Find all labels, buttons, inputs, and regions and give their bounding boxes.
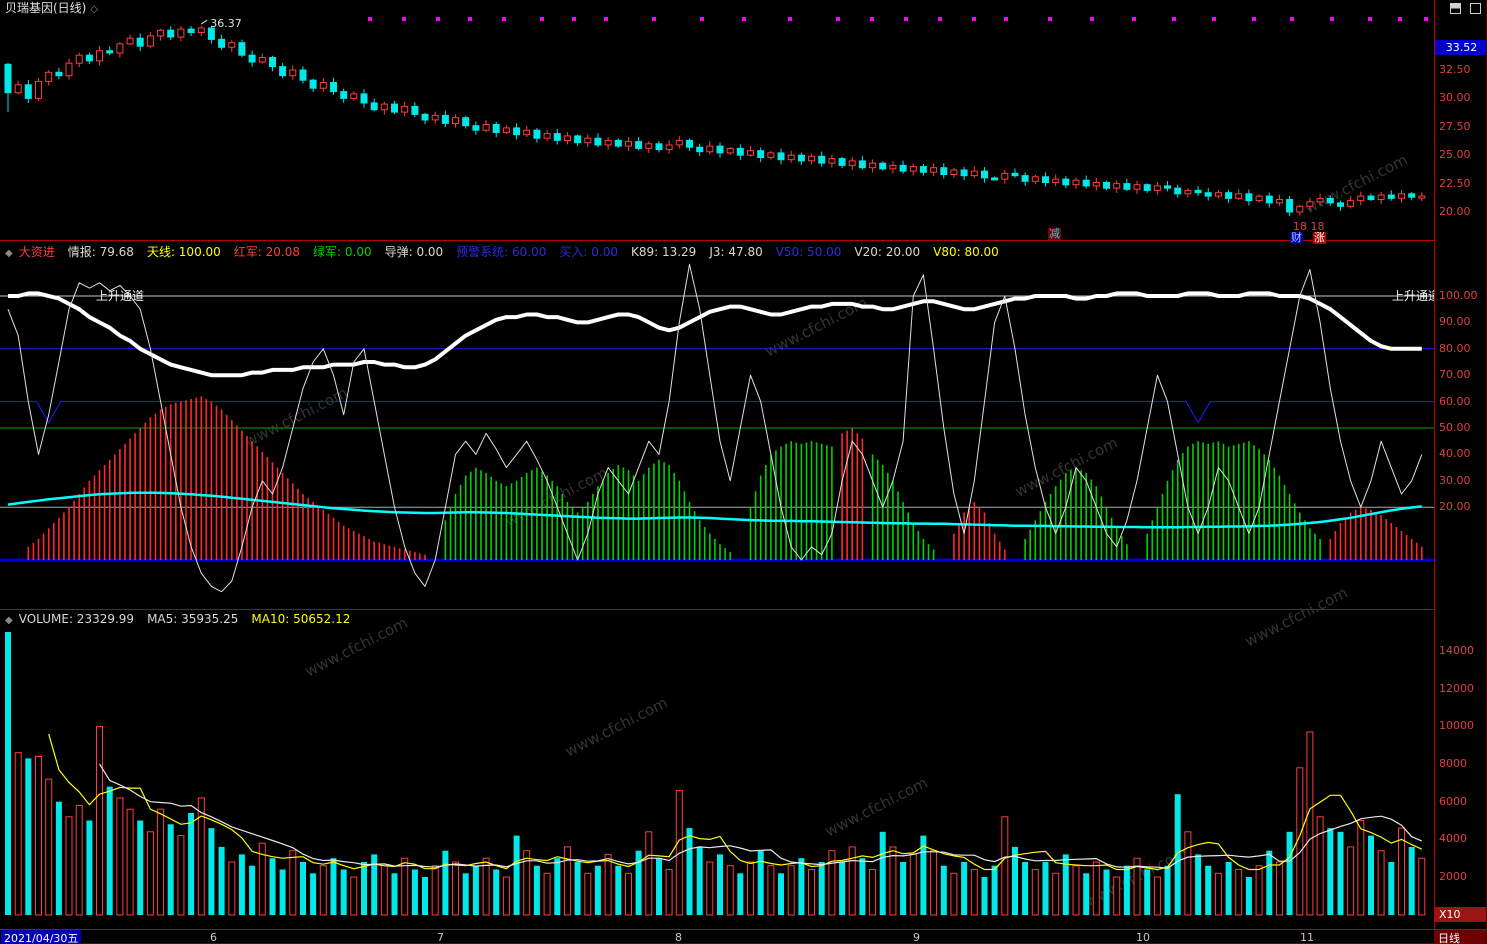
month-label: 9: [913, 931, 920, 944]
indicator-value: 大资进: [18, 245, 55, 259]
price-axis: 33.52 X10 32.50 30.00 27.50 25.00 22.50 20.00…: [1434, 0, 1486, 929]
indicator-value: V50: 50.00: [775, 245, 842, 259]
indicator-value: 买入: 0.00: [559, 245, 618, 259]
volume-tick: 12000: [1439, 681, 1474, 695]
time-axis: 2021/04/30五 日线 6 7 8 9 10 11: [0, 929, 1486, 944]
indicator-value: V20: 20.00: [854, 245, 921, 259]
note-1818: 18 18: [1293, 220, 1325, 233]
panel-layout-icon[interactable]: [1450, 3, 1462, 14]
indicator-tick: 30.00: [1439, 473, 1471, 487]
indicator-value: K89: 13.29: [630, 245, 697, 259]
price-tick: 20.00: [1439, 205, 1471, 218]
volume-value: MA5: 35935.25: [147, 612, 239, 626]
window-controls: [1445, 3, 1481, 14]
volume-value: VOLUME: 23329.99: [18, 612, 135, 626]
channel-label: 上升通道: [1392, 289, 1441, 303]
window-mode-icon[interactable]: [1470, 3, 1481, 14]
indicator-tick: 20.00: [1439, 500, 1471, 514]
month-label: 8: [675, 931, 682, 944]
price-tick: 25.00: [1439, 148, 1471, 162]
cai-tag: 财: [1290, 231, 1303, 244]
indicator-value: 红军: 20.08: [233, 245, 301, 259]
price-tick: 22.50: [1439, 176, 1471, 190]
zhang-tag: 涨: [1313, 231, 1326, 244]
volume-tick: 14000: [1439, 644, 1474, 658]
title-bar: 贝瑞基因(日线) ◇: [0, 0, 1486, 17]
volume-value: MA10: 50652.12: [251, 612, 351, 626]
volume-tick: 2000: [1439, 870, 1467, 884]
volume-tick: 8000: [1439, 757, 1467, 771]
period-label[interactable]: 日线: [1434, 930, 1486, 944]
channel-label: 上升通道: [96, 289, 145, 303]
volume-tick: 6000: [1439, 794, 1467, 808]
last-price-badge: 33.52: [1435, 40, 1486, 55]
panel-separator: [0, 240, 1434, 241]
indicator-value: 绿军: 0.00: [313, 245, 372, 259]
volume-tick: 4000: [1439, 832, 1467, 846]
month-label: 10: [1136, 931, 1150, 944]
indicator-tick: 40.00: [1439, 447, 1471, 461]
title-diamond-icon: ◇: [90, 4, 99, 15]
month-label: 7: [437, 931, 444, 944]
indicator-tick: 90.00: [1439, 315, 1471, 329]
diamond-icon: ◆: [5, 615, 13, 626]
volume-unit-label: X10: [1435, 907, 1486, 922]
date-label: 2021/04/30五: [1, 930, 82, 944]
price-tick: 30.00: [1439, 91, 1471, 105]
indicator-value: 预警系统: 60.00: [456, 245, 547, 259]
price-tick: 27.50: [1439, 119, 1471, 133]
indicator-value: J3: 47.80: [709, 245, 763, 259]
indicator-tick: 100.00: [1439, 289, 1478, 302]
indicator-value: V80: 80.00: [933, 245, 999, 259]
indicator-value: 情报: 79.68: [67, 245, 134, 259]
indicator-value: 导弹: 0.00: [384, 245, 444, 259]
month-label: 11: [1300, 931, 1314, 944]
peak-price-annotation: 36.37: [210, 17, 242, 30]
price-tick: 32.50: [1439, 63, 1471, 76]
indicator-tick: 50.00: [1439, 421, 1471, 434]
indicator-value: 天线: 100.00: [146, 245, 221, 259]
indicator-tick: 80.00: [1439, 341, 1471, 355]
indicator-tick: 70.00: [1439, 368, 1471, 382]
month-label: 6: [210, 931, 217, 944]
window-title: 贝瑞基因(日线): [5, 1, 87, 15]
indicator-header: ◆ 大资进 情报: 79.68 天线: 100.00 红军: 20.08 绿军: 0.00…: [5, 243, 1012, 261]
charts-canvas[interactable]: 36.37: [0, 0, 1434, 929]
volume-header: ◆ VOLUME: 23329.99 MA5: 35935.25 MA10: 5065…: [5, 612, 363, 630]
panel-separator: [0, 609, 1434, 610]
jian-tag: 减: [1048, 227, 1061, 240]
indicator-tick: 60.00: [1439, 394, 1471, 408]
diamond-icon: ◆: [5, 248, 13, 259]
volume-tick: 10000: [1439, 719, 1474, 733]
